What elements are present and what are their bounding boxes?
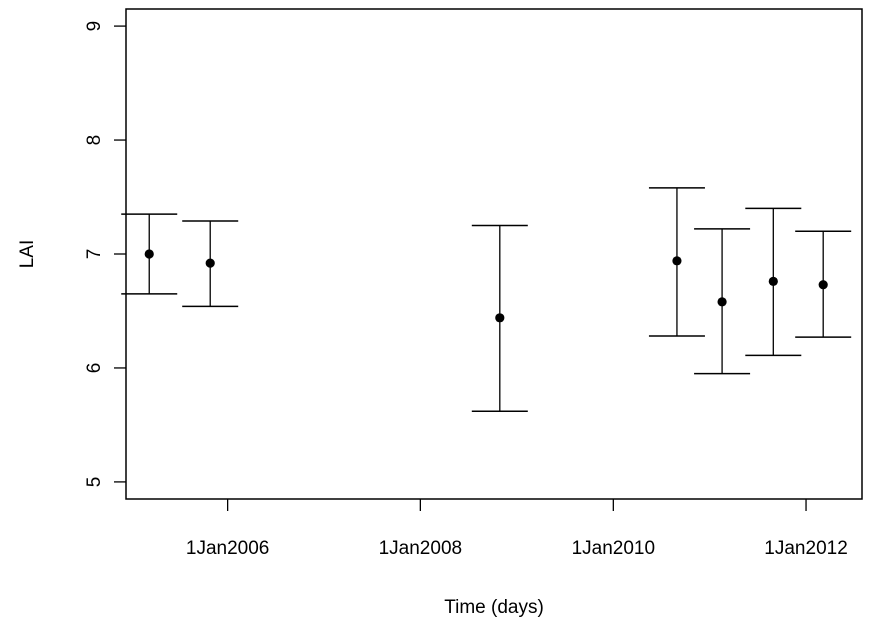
y-tick-label-1: 6 [84,363,105,374]
data-point-group-0 [121,213,178,295]
data-point-group-4 [694,228,751,375]
data-points [121,187,852,413]
data-point-group-1 [182,220,239,308]
y-axis-label: LAI [17,240,38,269]
y-axis: 5 6 7 8 9 [84,21,126,487]
y-tick-label-4: 9 [84,21,105,32]
x-axis-label: Time (days) [444,597,544,618]
data-point-3 [672,256,682,266]
plot-frame [125,8,863,500]
data-point-0 [144,249,154,259]
data-point-6 [818,280,828,290]
data-point-group-3 [648,187,705,337]
data-point-5 [768,276,778,286]
x-tick-label-1: 1Jan2008 [379,538,462,559]
x-tick-label-0: 1Jan2006 [186,538,269,559]
data-point-group-5 [745,207,802,357]
y-tick-label-2: 7 [84,249,105,260]
x-tick-label-2: 1Jan2010 [572,538,655,559]
data-point-4 [717,297,727,307]
data-point-group-6 [795,230,852,338]
x-axis: 1Jan2006 1Jan2008 1Jan2010 1Jan2012 [186,499,848,559]
data-point-1 [205,258,215,268]
y-tick-label-0: 5 [84,477,105,488]
y-tick-label-3: 8 [84,135,105,146]
data-point-group-2 [471,224,528,413]
data-point-2 [495,313,505,323]
x-tick-label-3: 1Jan2012 [764,538,847,559]
